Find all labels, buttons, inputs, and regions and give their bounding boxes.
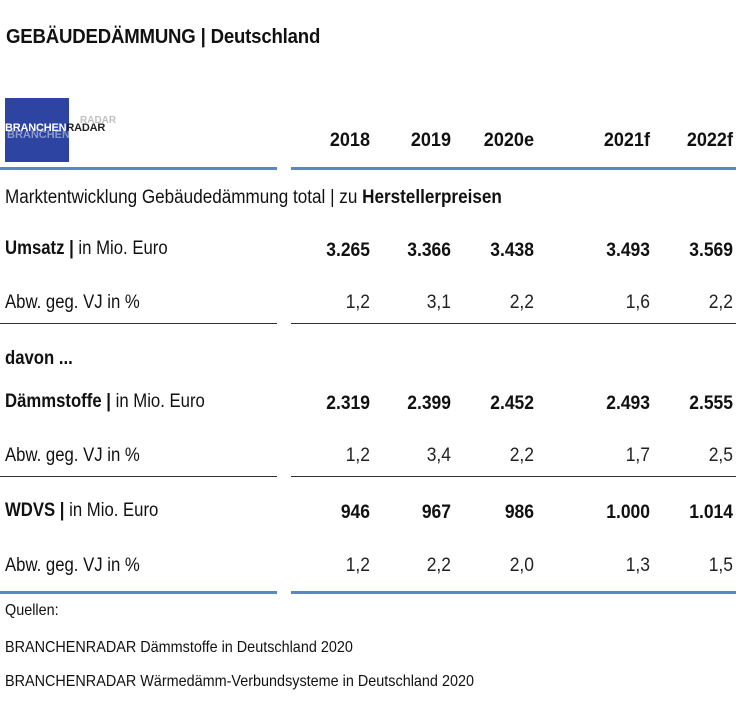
branchenradar-logo bbox=[5, 98, 69, 162]
section-title-bold: Herstellerpreisen bbox=[362, 187, 502, 208]
cell-umsatz-2021f: 3.493 bbox=[606, 240, 650, 261]
cell-daemmstoffe-change-2019: 3,4 bbox=[426, 445, 451, 466]
cell-wdvs-2018: 946 bbox=[340, 502, 370, 523]
cell-umsatz-2018: 3.265 bbox=[326, 240, 370, 261]
section-title-prefix: Marktentwicklung Gebäudedämmung total | … bbox=[5, 187, 363, 208]
cell-wdvs-2022f: 1.014 bbox=[689, 502, 733, 523]
cell-daemmstoffe-2021f: 2.493 bbox=[606, 393, 650, 414]
row-label-bold: Umsatz | bbox=[5, 238, 74, 259]
row-label-bold: WDVS | bbox=[5, 500, 65, 521]
row-label-umsatz: Umsatz | in Mio. Euro bbox=[5, 238, 168, 260]
logo-text: BRANCHENRADAR bbox=[5, 122, 105, 134]
cell-umsatz-change-2022f: 2,2 bbox=[708, 292, 733, 313]
cell-umsatz-change-2020e: 2,2 bbox=[509, 292, 534, 313]
footer-divider-right bbox=[291, 591, 736, 594]
cell-umsatz-2020e: 3.438 bbox=[490, 240, 534, 261]
row-label-daemmstoffe: Dämmstoffe | in Mio. Euro bbox=[5, 391, 205, 413]
row-label-rest: in Mio. Euro bbox=[110, 391, 205, 412]
cell-umsatz-2019: 3.366 bbox=[407, 240, 451, 261]
divider-right-2 bbox=[291, 476, 736, 477]
section-title: Marktentwicklung Gebäudedämmung total | … bbox=[5, 187, 502, 209]
footer-divider-left bbox=[0, 591, 277, 594]
column-header-2019: 2019 bbox=[410, 130, 451, 151]
page-title: GEBÄUDEDÄMMUNG | Deutschland bbox=[6, 26, 321, 48]
divider-right bbox=[291, 323, 736, 324]
row-label-wdvs-change: Abw. geg. VJ in % bbox=[5, 555, 140, 576]
cell-daemmstoffe-change-2022f: 2,5 bbox=[708, 445, 733, 466]
cell-wdvs-2021f: 1.000 bbox=[606, 502, 650, 523]
source-item: BRANCHENRADAR Wärmedämm-Verbundsysteme i… bbox=[5, 673, 474, 690]
column-header-2022f: 2022f bbox=[686, 130, 733, 151]
cell-umsatz-change-2019: 3,1 bbox=[426, 292, 451, 313]
cell-daemmstoffe-change-2020e: 2,2 bbox=[509, 445, 534, 466]
cell-daemmstoffe-2020e: 2.452 bbox=[490, 393, 534, 414]
cell-wdvs-change-2022f: 1,5 bbox=[708, 555, 733, 576]
row-label-umsatz-change: Abw. geg. VJ in % bbox=[5, 292, 140, 313]
cell-daemmstoffe-change-2018: 1,2 bbox=[345, 445, 370, 466]
cell-umsatz-change-2021f: 1,6 bbox=[625, 292, 650, 313]
row-label-davon: davon ... bbox=[5, 348, 73, 370]
cell-wdvs-change-2019: 2,2 bbox=[426, 555, 451, 576]
cell-daemmstoffe-change-2021f: 1,7 bbox=[625, 445, 650, 466]
row-label-rest: in Mio. Euro bbox=[73, 238, 168, 259]
cell-wdvs-change-2020e: 2,0 bbox=[509, 555, 534, 576]
row-label-wdvs: WDVS | in Mio. Euro bbox=[5, 500, 158, 522]
row-label-daemmstoffe-change: Abw. geg. VJ in % bbox=[5, 445, 140, 466]
cell-wdvs-change-2018: 1,2 bbox=[345, 555, 370, 576]
cell-daemmstoffe-2019: 2.399 bbox=[407, 393, 451, 414]
column-header-2020e: 2020e bbox=[483, 130, 534, 151]
cell-wdvs-change-2021f: 1,3 bbox=[625, 555, 650, 576]
logo-reflection: BRANCHEN bbox=[7, 129, 70, 141]
logo-text-radar: RADAR bbox=[66, 122, 106, 134]
source-item: BRANCHENRADAR Dämmstoffe in Deutschland … bbox=[5, 639, 353, 656]
cell-wdvs-2020e: 986 bbox=[504, 502, 534, 523]
divider-left-2 bbox=[0, 476, 277, 477]
column-header-2018: 2018 bbox=[329, 130, 370, 151]
column-header-2021f: 2021f bbox=[603, 130, 650, 151]
row-label-rest: in Mio. Euro bbox=[64, 500, 159, 521]
cell-umsatz-2022f: 3.569 bbox=[689, 240, 733, 261]
row-label-bold: Dämmstoffe | bbox=[5, 391, 111, 412]
cell-daemmstoffe-2018: 2.319 bbox=[326, 393, 370, 414]
cell-daemmstoffe-2022f: 2.555 bbox=[689, 393, 733, 414]
cell-wdvs-2019: 967 bbox=[421, 502, 451, 523]
sources-heading: Quellen: bbox=[5, 602, 59, 619]
cell-umsatz-change-2018: 1,2 bbox=[345, 292, 370, 313]
header-divider-left bbox=[0, 167, 277, 170]
logo-reflection-2: RADAR bbox=[80, 115, 117, 126]
header-divider-right bbox=[291, 167, 736, 170]
divider-left bbox=[0, 323, 277, 324]
row-label-bold: davon ... bbox=[5, 348, 73, 369]
logo-text-branchen: BRANCHEN bbox=[5, 122, 67, 134]
